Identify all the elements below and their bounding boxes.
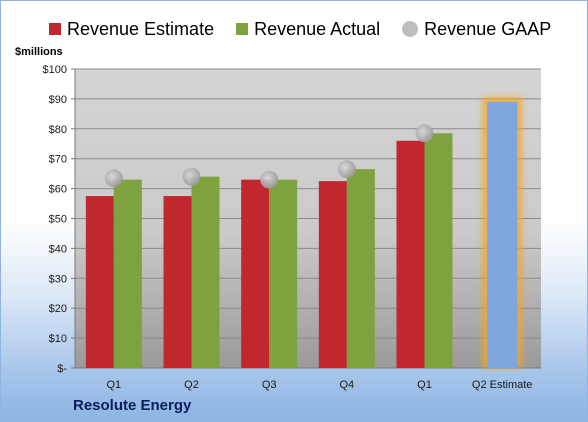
- bar-actual: [424, 133, 453, 368]
- bar-actual: [113, 179, 142, 368]
- legend-swatch-gaap: [402, 21, 419, 37]
- x-tick-label: Q2 Estimate: [472, 379, 533, 391]
- legend-item-gaap: Revenue GAAP: [402, 19, 551, 40]
- legend-item-actual: Revenue Actual: [236, 19, 380, 40]
- legend-swatch-estimate: [49, 23, 61, 35]
- x-tick-label: Q1: [417, 379, 432, 391]
- y-tick-label: $-: [57, 363, 67, 375]
- y-tick-label: $40: [49, 243, 67, 255]
- marker-gaap: [260, 170, 279, 189]
- y-axis-label: $millions: [15, 46, 63, 58]
- bar-estimate: [318, 181, 347, 368]
- y-tick-label: $10: [49, 333, 67, 345]
- y-tick-label: $30: [49, 273, 67, 285]
- bar-estimate: [396, 140, 425, 368]
- marker-gaap: [182, 167, 201, 186]
- bar-actual: [346, 169, 375, 368]
- x-tick-label: Q1: [106, 379, 121, 391]
- y-tick-label: $50: [49, 214, 67, 226]
- marker-gaap: [415, 124, 434, 143]
- bar-estimate: [163, 196, 192, 368]
- bar-actual: [191, 176, 220, 368]
- bar-estimate: [241, 179, 270, 368]
- x-tick-label: Q3: [262, 379, 277, 391]
- company-name: Resolute Energy: [73, 397, 192, 414]
- legend-item-estimate: Revenue Estimate: [49, 19, 214, 40]
- legend-label-estimate: Revenue Estimate: [67, 18, 215, 39]
- x-tick-label: Q2: [184, 379, 199, 391]
- y-tick-label: $80: [49, 124, 67, 136]
- legend-label-gaap: Revenue GAAP: [424, 18, 552, 39]
- y-tick-label: $60: [49, 184, 67, 196]
- y-tick-label: $90: [49, 94, 67, 106]
- y-tick-label: $100: [43, 64, 67, 76]
- y-tick-label: $70: [49, 154, 67, 166]
- chart-legend: Revenue Estimate Revenue Actual Revenue …: [49, 15, 573, 43]
- marker-gaap: [337, 160, 356, 179]
- x-tick-label: Q4: [339, 379, 354, 391]
- bar-estimate: [85, 196, 114, 368]
- bar-forecast: [487, 101, 518, 368]
- bar-actual: [269, 179, 298, 368]
- legend-swatch-actual: [236, 23, 249, 35]
- marker-gaap: [104, 169, 123, 188]
- y-tick-label: $20: [49, 303, 67, 315]
- legend-label-actual: Revenue Actual: [254, 18, 381, 39]
